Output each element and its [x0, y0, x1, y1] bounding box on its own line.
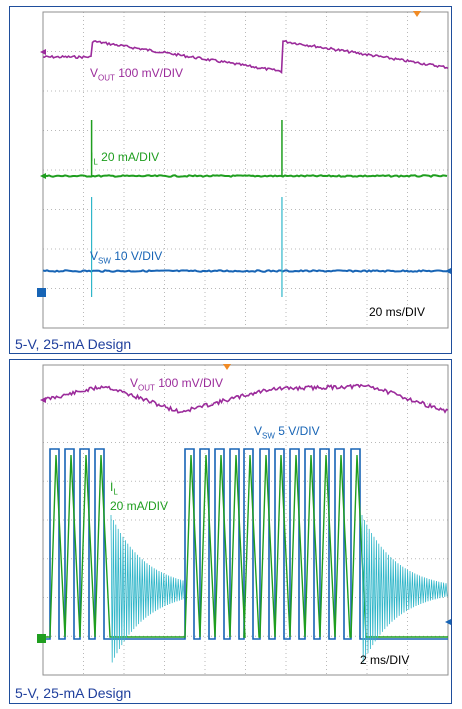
caption-2: 5-V, 25-mA Design [15, 685, 132, 701]
trigger-marker [413, 11, 421, 17]
vsw-ringing [361, 514, 448, 663]
timebase-label-2: 2 ms/DIV [360, 653, 410, 667]
vout-marker [40, 397, 46, 403]
screen-border [42, 364, 449, 676]
scope-panel-1: VOUT 100 mV/DIV IL 20 mA/DIV VSW 10 V/DI… [9, 6, 452, 354]
trigger-marker [223, 364, 231, 370]
timebase-label-1: 20 ms/DIV [369, 305, 426, 319]
scope-panel-2: VOUT 100 mV/DIV VSW 5 V/DIV IL 20 mA/DIV… [9, 359, 452, 704]
vout-label-2: VOUT 100 mV/DIV [130, 376, 223, 393]
il-label-2: IL 20 mA/DIV [110, 480, 169, 514]
scope-screen-2 [37, 364, 451, 676]
vsw-label-2: VSW 5 V/DIV [254, 424, 320, 441]
channel-marker [37, 634, 46, 643]
caption-1: 5-V, 25-mA Design [15, 336, 132, 352]
il-trace [43, 454, 448, 638]
vout-marker [40, 49, 46, 55]
vsw-right-marker [445, 268, 451, 274]
vsw-trace [43, 448, 448, 640]
vsw-right-marker [445, 619, 451, 625]
vsw-label-1: VSW 10 V/DIV [90, 249, 163, 266]
vout-trace [42, 39, 449, 75]
il-marker [40, 173, 46, 179]
il-label-1: IL 20 mA/DIV [90, 150, 160, 167]
il-trace [42, 174, 448, 178]
vsw-trace [42, 269, 448, 273]
screen-border [42, 11, 449, 329]
vout-trace [42, 383, 449, 414]
vout-label-1: VOUT 100 mV/DIV [90, 66, 183, 83]
scope-screen-1 [37, 11, 451, 329]
channel-marker [37, 288, 46, 297]
vsw-ringing [110, 514, 185, 663]
